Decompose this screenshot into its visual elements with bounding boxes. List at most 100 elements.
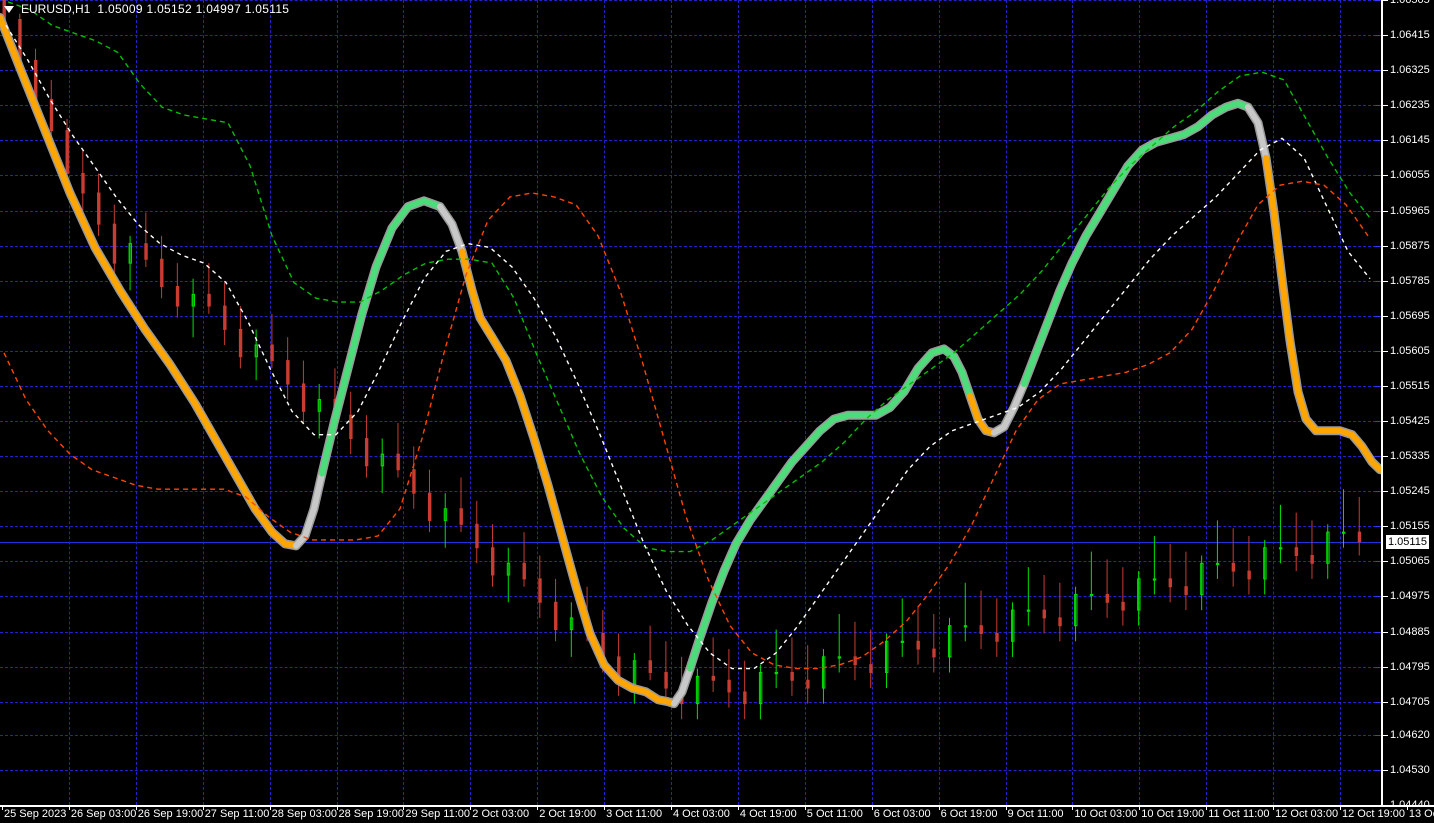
trend-ma-segment xyxy=(687,345,973,672)
trend-ma-shadow xyxy=(0,13,1381,709)
price-tick-dash xyxy=(1375,421,1380,423)
horizontal-gridline xyxy=(0,350,1381,352)
price-tick-dash xyxy=(1375,456,1380,458)
candle-body xyxy=(1089,593,1094,597)
candle-body xyxy=(554,601,558,631)
candle-body xyxy=(1326,531,1330,564)
candle-body xyxy=(1074,593,1078,627)
time-tick-label: 4 Oct 19:00 xyxy=(739,808,797,820)
candle-body xyxy=(648,660,653,673)
vertical-gridline xyxy=(403,0,405,805)
candle-body xyxy=(1168,578,1173,588)
time-tick-label: 29 Sep 11:00 xyxy=(405,808,471,820)
candle-body xyxy=(223,305,227,330)
price-tick xyxy=(1383,105,1388,107)
horizontal-gridline xyxy=(0,631,1381,633)
trend-ma-segment xyxy=(319,197,443,477)
price-tick-label: 1.04975 xyxy=(1390,590,1430,603)
trend-ma-shadow-segment xyxy=(457,246,679,709)
candle-body xyxy=(459,508,463,525)
candle-body xyxy=(364,438,369,467)
candle-body xyxy=(1121,601,1125,611)
upper-band xyxy=(7,1,1373,553)
candle-body xyxy=(491,547,495,576)
candle-body xyxy=(475,523,479,549)
price-tick-label: 1.06415 xyxy=(1390,29,1430,42)
price-tick xyxy=(1383,491,1388,493)
candle-body xyxy=(1263,547,1267,580)
horizontal-gridline xyxy=(0,491,1381,493)
candle-body xyxy=(1310,555,1314,564)
horizontal-gridline xyxy=(0,210,1381,212)
price-tick-dash xyxy=(1375,245,1380,247)
vertical-gridline xyxy=(537,0,539,805)
chart-plot-area[interactable] xyxy=(0,0,1381,805)
horizontal-gridline xyxy=(0,280,1381,282)
price-tick xyxy=(1383,210,1388,212)
time-tick xyxy=(1273,805,1275,810)
price-tick-dash xyxy=(1375,0,1380,1)
vertical-gridline xyxy=(470,0,472,805)
price-tick-dash xyxy=(1375,280,1380,282)
price-tick xyxy=(1383,175,1388,177)
price-tick xyxy=(1383,631,1388,633)
price-tick-dash xyxy=(1375,596,1380,598)
time-tick xyxy=(202,805,204,810)
time-tick xyxy=(135,805,137,810)
candle-body xyxy=(443,508,448,521)
vertical-gridline xyxy=(1072,0,1074,805)
trend-ma-shadow-segment xyxy=(1261,153,1381,475)
price-tick-dash xyxy=(1375,175,1380,177)
candle-body xyxy=(427,492,432,521)
time-tick xyxy=(1406,805,1408,810)
horizontal-gridline xyxy=(0,734,1381,736)
price-tick-label: 1.04705 xyxy=(1390,695,1430,708)
horizontal-gridline xyxy=(0,70,1381,72)
price-tick xyxy=(1383,315,1388,317)
price-tick-label: 1.04795 xyxy=(1390,660,1430,673)
candle-body xyxy=(695,675,700,705)
horizontal-gridline xyxy=(0,421,1381,423)
candle-body xyxy=(254,344,259,358)
vertical-gridline xyxy=(68,0,70,805)
price-tick-label: 1.05875 xyxy=(1390,239,1430,252)
time-tick-label: 9 Oct 11:00 xyxy=(1007,808,1064,820)
price-tick-dash xyxy=(1375,769,1380,771)
price-tick-dash xyxy=(1375,70,1380,72)
candle-body xyxy=(948,625,952,658)
price-tick-dash xyxy=(1375,315,1380,317)
vertical-gridline xyxy=(1340,0,1341,805)
price-tick-label: 1.04620 xyxy=(1390,728,1430,741)
price-tick xyxy=(1383,0,1388,1)
time-tick-label: 12 Oct 03:00 xyxy=(1275,808,1339,820)
trend-ma-segment xyxy=(459,248,677,707)
time-tick xyxy=(1005,805,1007,810)
price-tick xyxy=(1383,769,1388,771)
candle-body xyxy=(207,293,211,307)
candle-body xyxy=(900,640,905,643)
horizontal-gridline xyxy=(0,35,1381,37)
time-tick-label: 28 Sep 19:00 xyxy=(338,808,404,820)
candle-body xyxy=(175,286,180,307)
candle-body xyxy=(1058,617,1062,627)
price-tick-label: 1.06325 xyxy=(1390,64,1430,77)
vertical-gridline xyxy=(804,0,806,805)
horizontal-gridline xyxy=(0,385,1381,387)
candle-body xyxy=(160,258,164,288)
time-tick-label: 3 Oct 11:00 xyxy=(606,808,663,820)
price-axis[interactable]: 1.06505 1.06415 1.06325 1.06235 1.06145 1.060… xyxy=(1375,0,1434,811)
candle-body xyxy=(1247,570,1251,580)
time-tick-label: 10 Oct 03:00 xyxy=(1074,808,1138,820)
candle-body xyxy=(1152,578,1157,581)
horizontal-gridline xyxy=(0,596,1381,598)
candle-body xyxy=(821,656,826,689)
time-tick xyxy=(470,805,472,810)
horizontal-gridline xyxy=(0,526,1381,528)
trend-ma-shadow-segment xyxy=(317,196,445,479)
price-tick xyxy=(1383,596,1388,598)
vertical-gridline xyxy=(1005,0,1007,805)
time-tick xyxy=(1206,805,1208,810)
time-axis[interactable]: 25 Sep 2023 26 Sep 03:00 26 Sep 19:00 27 Se… xyxy=(0,805,1434,823)
price-tick xyxy=(1383,561,1388,563)
